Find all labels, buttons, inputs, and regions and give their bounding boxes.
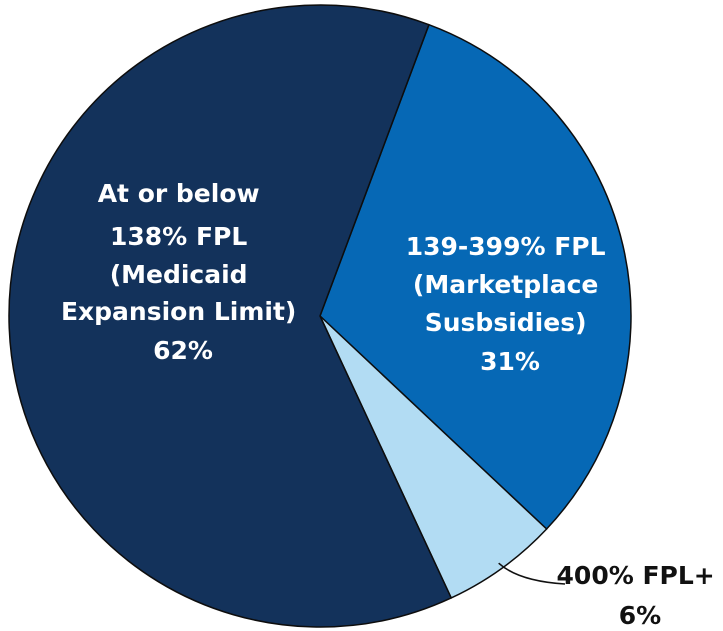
slice-label-marketplace: 139-399% FPL (Marketplace Susbsidies) 31… (406, 232, 615, 376)
slice-label-marketplace-line-2: (Marketplace (413, 270, 598, 299)
slice-label-marketplace-line-3: Susbsidies) (425, 308, 587, 337)
slice-value-400-fpl: 6% (619, 601, 661, 630)
pie-slices (8, 4, 632, 628)
pie-slice-400-fpl (319, 315, 548, 599)
slice-label-medicaid: At or below 138% FPL (Medicaid Expansion… (61, 179, 305, 365)
slice-value-marketplace: 31% (480, 347, 540, 376)
pie-slice-medicaid (8, 4, 452, 628)
slice-value-medicaid: 62% (153, 336, 213, 365)
pie-slice-marketplace (319, 23, 632, 530)
slice-label-400-fpl-line-1: 400% FPL+ (557, 561, 715, 590)
slice-label-marketplace-line-1: 139-399% FPL (406, 232, 606, 261)
slice-label-400-fpl: 400% FPL+ 6% (557, 561, 723, 630)
leader-line-400-fpl (498, 562, 566, 585)
slice-label-medicaid-line-3: (Medicaid (110, 260, 248, 289)
slice-label-medicaid-line-1: At or below (98, 179, 260, 208)
slice-label-medicaid-line-4: Expansion Limit) (61, 297, 296, 326)
slice-label-medicaid-line-2: 138% FPL (110, 222, 247, 251)
